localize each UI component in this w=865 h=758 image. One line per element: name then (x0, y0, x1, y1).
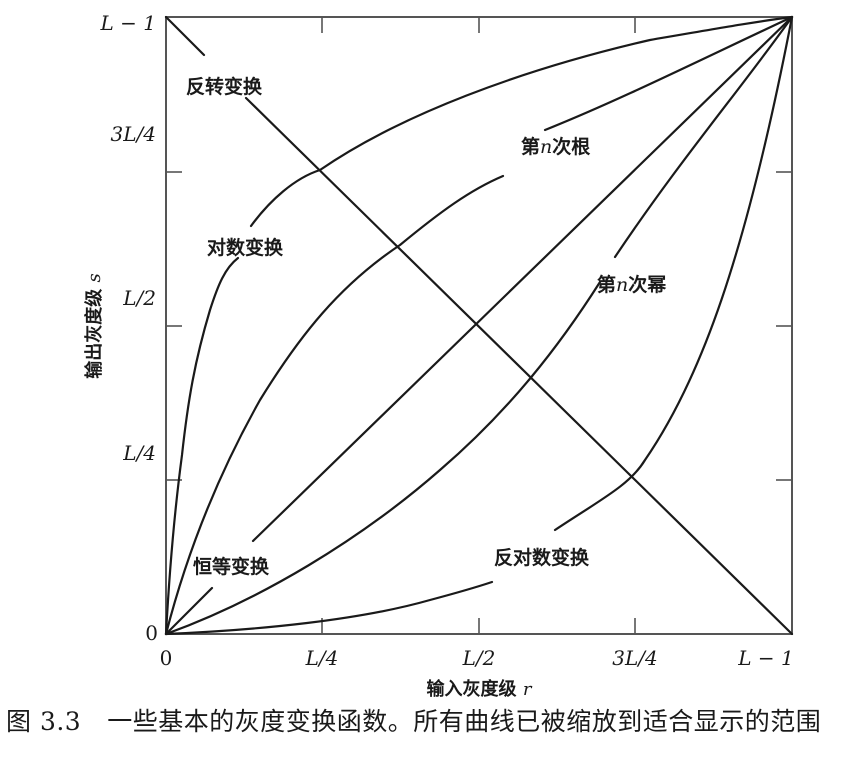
x-tick-1q: L/4 (305, 646, 339, 670)
y-tick-zero: 0 (145, 621, 158, 645)
inverse-log-label: 反对数变换 (494, 546, 590, 569)
y-tick-half: L/2 (122, 286, 156, 310)
y-tick-3q: 3L/4 (111, 122, 156, 146)
nth-root-curve (164, 15, 794, 636)
nth-root-label: 第n次根 (521, 135, 590, 158)
x-tick-zero: 0 (160, 646, 173, 670)
x-tick-3q: 3L/4 (612, 646, 657, 670)
x-axis-ticks (321, 17, 636, 634)
inverse-log-curve (164, 15, 794, 636)
x-axis-title: 输入灰度级 r (427, 678, 533, 700)
identity-label: 恒等变换 (193, 555, 270, 578)
negative-transform-curve (164, 15, 794, 636)
log-transform-curve (164, 15, 794, 636)
y-axis-title: 输出灰度级 s (83, 273, 105, 379)
identity-curve (164, 15, 794, 636)
log-label: 对数变换 (207, 236, 284, 259)
figure-number: 图 3.3 (6, 707, 82, 736)
figure-caption: 图 3.3 一些基本的灰度变换函数。所有曲线已被缩放到适合显示的范围 (6, 702, 821, 738)
nth-power-label: 第n次幂 (597, 273, 667, 296)
caption-text: 一些基本的灰度变换函数。所有曲线已被缩放到适合显示的范围 (107, 707, 822, 736)
y-tick-1q: L/4 (122, 441, 156, 465)
negative-label: 反转变换 (186, 75, 263, 98)
nth-power-curve (164, 15, 794, 636)
y-tick-top: L − 1 (100, 11, 156, 35)
x-tick-max: L − 1 (737, 646, 793, 670)
x-tick-half: L/2 (462, 646, 496, 670)
